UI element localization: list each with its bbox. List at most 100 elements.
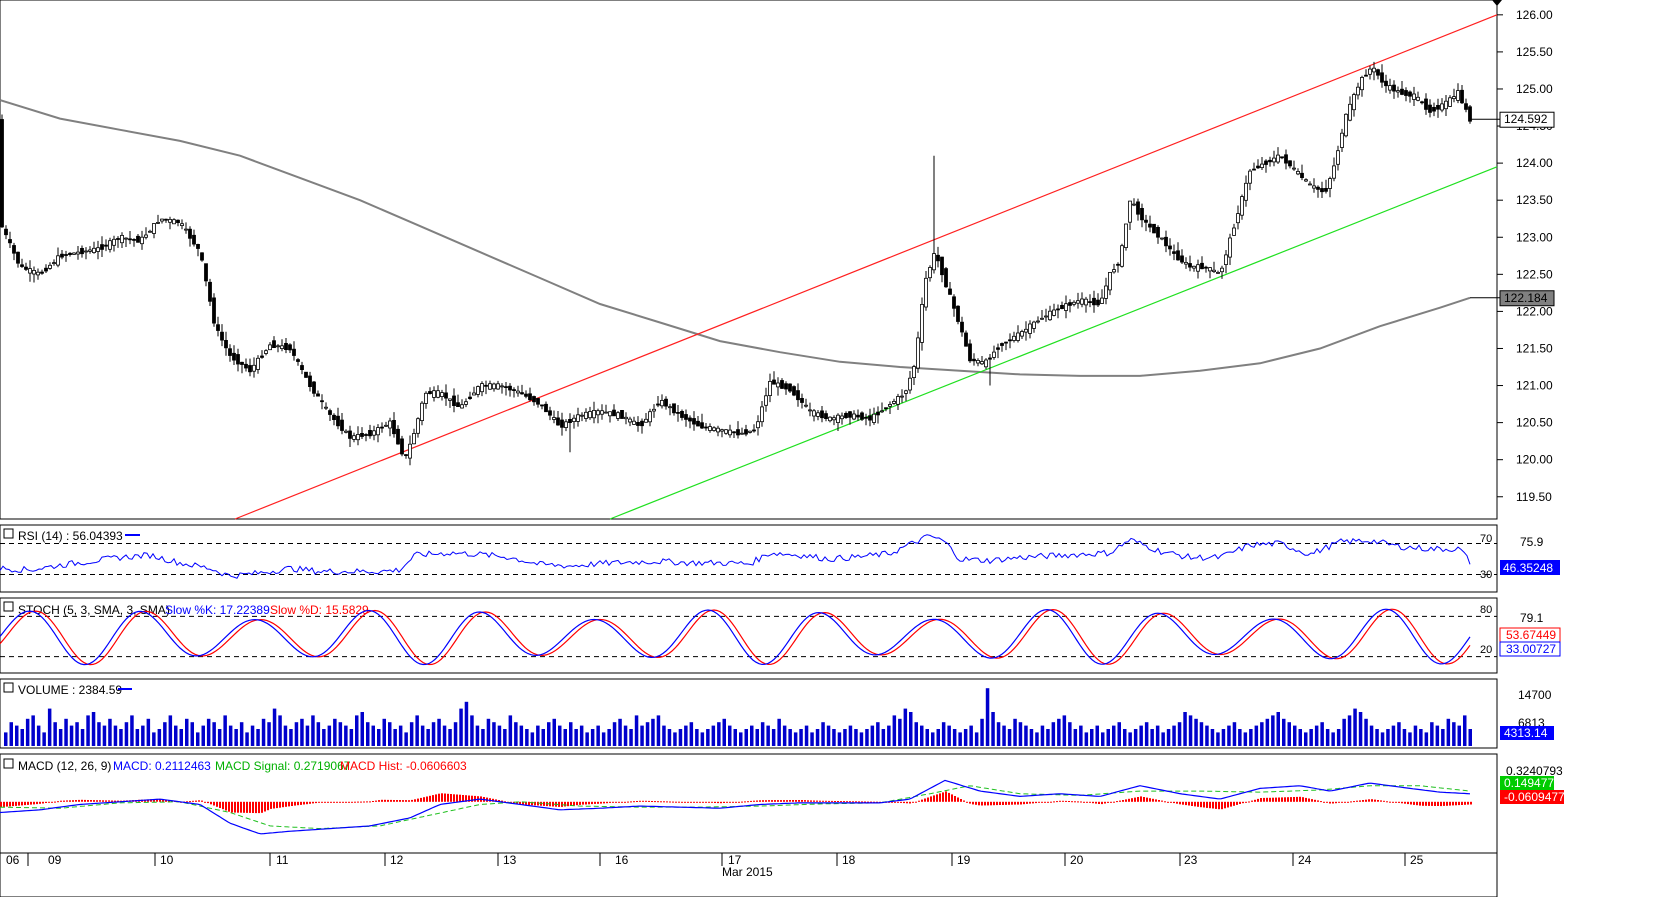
volume-bar — [1325, 729, 1330, 746]
macd-hist-bar — [39, 801, 41, 804]
macd-hist-bar — [948, 792, 950, 802]
volume-bar — [217, 729, 222, 746]
candle — [392, 412, 396, 438]
candle — [576, 407, 580, 427]
price-tick-label: 123.00 — [1516, 230, 1553, 244]
macd-hist-bar — [537, 801, 539, 806]
macd-hist-bar — [237, 801, 239, 813]
collapse-rsi-icon[interactable] — [3, 528, 14, 539]
collapse-stoch-icon[interactable] — [3, 601, 14, 612]
rsi-level-70: 70 — [1480, 533, 1492, 545]
macd-hist-bar — [951, 794, 953, 802]
candle — [148, 229, 152, 233]
candle — [100, 236, 104, 257]
candle — [1296, 168, 1300, 176]
macd-hist-bar — [51, 801, 53, 803]
macd-hist-bar — [339, 801, 341, 803]
volume-bar — [47, 708, 52, 746]
volume-bar — [1386, 729, 1390, 746]
volume-panel: VOLUME : 2384.59 14700 6813 4313.14 — [0, 678, 1554, 749]
macd-hist-bar — [738, 801, 740, 803]
candle — [880, 402, 884, 413]
macd-hist-bar — [600, 801, 602, 804]
collapse-volume-icon[interactable] — [3, 682, 14, 693]
macd-hist-bar — [147, 799, 149, 802]
macd-hist-bar — [99, 800, 101, 802]
candle — [172, 218, 176, 225]
candle — [360, 427, 364, 439]
volume-bar — [4, 732, 8, 746]
candle — [1464, 98, 1468, 113]
candle — [1016, 325, 1020, 343]
sma-price-label: 122.184 — [1504, 291, 1548, 305]
macd-hist-bar — [684, 801, 686, 803]
macd-hist-bar — [1080, 801, 1082, 803]
macd-hist-bar — [63, 800, 65, 802]
date-tick-label: 06 — [6, 853, 20, 867]
macd-hist-bar — [1359, 800, 1361, 802]
volume-bar — [420, 725, 425, 746]
macd-hist-bar — [1290, 797, 1292, 802]
candle — [468, 391, 472, 400]
macd-hist-bar — [240, 801, 242, 813]
candle — [1452, 88, 1456, 103]
candle — [280, 339, 284, 352]
macd-hist-bar — [258, 801, 260, 814]
channel-upper-line[interactable] — [234, 14, 1498, 520]
candle — [748, 430, 752, 434]
candle — [1040, 310, 1044, 320]
macd-hist-bar — [876, 801, 878, 803]
stoch-k-label: Slow %K: 17.22389 — [165, 603, 270, 617]
volume-bar — [1249, 729, 1253, 746]
macd-hist-bar — [1464, 801, 1466, 805]
candle — [12, 242, 16, 261]
volume-bar — [174, 725, 178, 746]
macd-hist-bar — [1263, 797, 1265, 802]
volume-bar — [547, 722, 551, 746]
candle — [180, 219, 184, 230]
macd-hist-bar — [504, 801, 506, 803]
scroll-marker-icon[interactable] — [1492, 0, 1502, 6]
volume-bar — [1079, 725, 1083, 746]
macd-hist-bar — [534, 801, 536, 806]
volume-bar — [755, 729, 759, 746]
volume-bar — [914, 722, 918, 746]
candle — [1444, 95, 1448, 116]
macd-hist-bar — [651, 801, 653, 802]
macd-hist-bar — [999, 801, 1001, 805]
macd-hist-bar — [1287, 797, 1289, 802]
macd-hist-bar — [636, 801, 638, 802]
candle — [896, 393, 900, 410]
volume-bar — [398, 725, 403, 746]
candle — [544, 401, 548, 413]
macd-hist-bar — [873, 801, 875, 803]
date-tick-label: 11 — [276, 853, 289, 867]
macd-hist-bar — [1239, 801, 1241, 804]
channel-lower-line[interactable] — [609, 166, 1498, 520]
volume-bar — [1413, 725, 1418, 746]
volume-bar — [9, 722, 13, 746]
volume-value-tag: 4313.14 — [1504, 726, 1548, 740]
volume-bar — [585, 732, 589, 746]
macd-hist-bar — [1227, 801, 1229, 808]
macd-hist-bar — [906, 801, 908, 804]
macd-hist-bar — [987, 801, 989, 806]
macd-hist-bar — [261, 801, 263, 813]
volume-bar — [146, 718, 151, 746]
macd-hist-bar — [801, 800, 803, 802]
collapse-macd-icon[interactable] — [3, 758, 14, 769]
volume-bar — [371, 725, 375, 746]
macd-hist-bar — [162, 799, 164, 802]
macd-hist-bar — [159, 798, 161, 802]
macd-hist-bar — [774, 800, 776, 802]
volume-bar — [1095, 725, 1099, 746]
candle — [1292, 160, 1296, 171]
macd-hist-bar — [1131, 798, 1133, 802]
volume-bar — [1216, 732, 1220, 746]
volume-bar — [206, 718, 211, 746]
candle — [1172, 244, 1176, 261]
volume-bar — [508, 715, 513, 746]
macd-hist-bar — [894, 801, 896, 803]
candle — [1316, 185, 1320, 198]
macd-hist-bar — [1434, 801, 1436, 806]
